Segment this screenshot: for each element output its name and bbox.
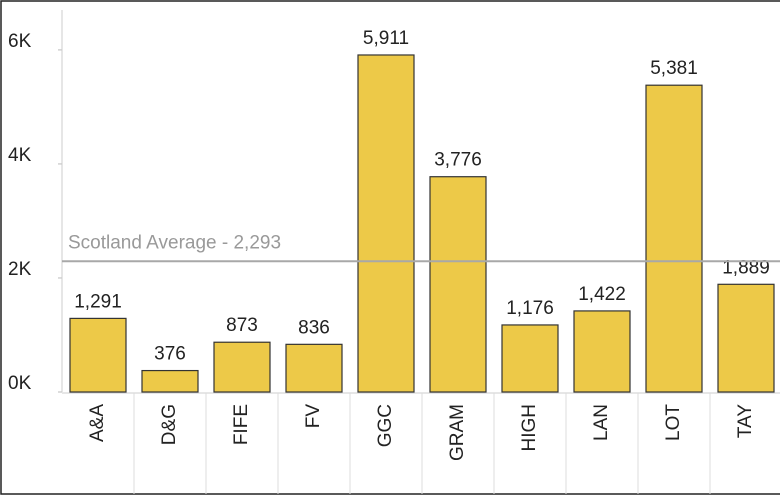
bar <box>213 341 271 393</box>
y-tick-label: 6K <box>8 31 32 52</box>
bar <box>429 176 487 393</box>
x-tick-label: LAN <box>591 404 612 441</box>
x-tick-label: FIFE <box>231 404 252 445</box>
reference-label: Scotland Average - 2,293 <box>68 232 281 253</box>
x-tick-label: D&G <box>159 404 180 445</box>
value-label: 1,422 <box>578 284 626 305</box>
bar <box>645 84 703 393</box>
value-label: 5,911 <box>363 28 409 49</box>
x-tick-label: TAY <box>735 404 756 438</box>
value-label: 5,381 <box>650 58 698 79</box>
y-tick-label: 2K <box>8 259 32 280</box>
y-tick-label: 4K <box>8 145 32 166</box>
bar <box>69 317 127 393</box>
x-tick-label: GGC <box>375 404 396 447</box>
x-tick-label: A&A <box>87 404 108 442</box>
value-label: 873 <box>226 315 258 336</box>
x-tick-label: LOT <box>663 404 684 441</box>
value-label: 376 <box>154 344 186 365</box>
x-tick-label: FV <box>303 404 324 429</box>
bar <box>501 324 559 393</box>
x-tick-label: HIGH <box>519 404 540 452</box>
value-label: 836 <box>298 317 330 338</box>
bar <box>285 343 343 393</box>
bar <box>141 369 199 393</box>
value-label: 1,291 <box>74 291 122 312</box>
value-label: 1,176 <box>506 298 554 319</box>
y-tick-label: 0K <box>8 373 32 394</box>
bar <box>717 283 775 393</box>
bar <box>573 310 631 393</box>
value-label: 3,776 <box>434 150 482 171</box>
value-label: 1,889 <box>722 257 770 278</box>
bar <box>357 54 415 393</box>
x-tick-label: GRAM <box>447 404 468 461</box>
